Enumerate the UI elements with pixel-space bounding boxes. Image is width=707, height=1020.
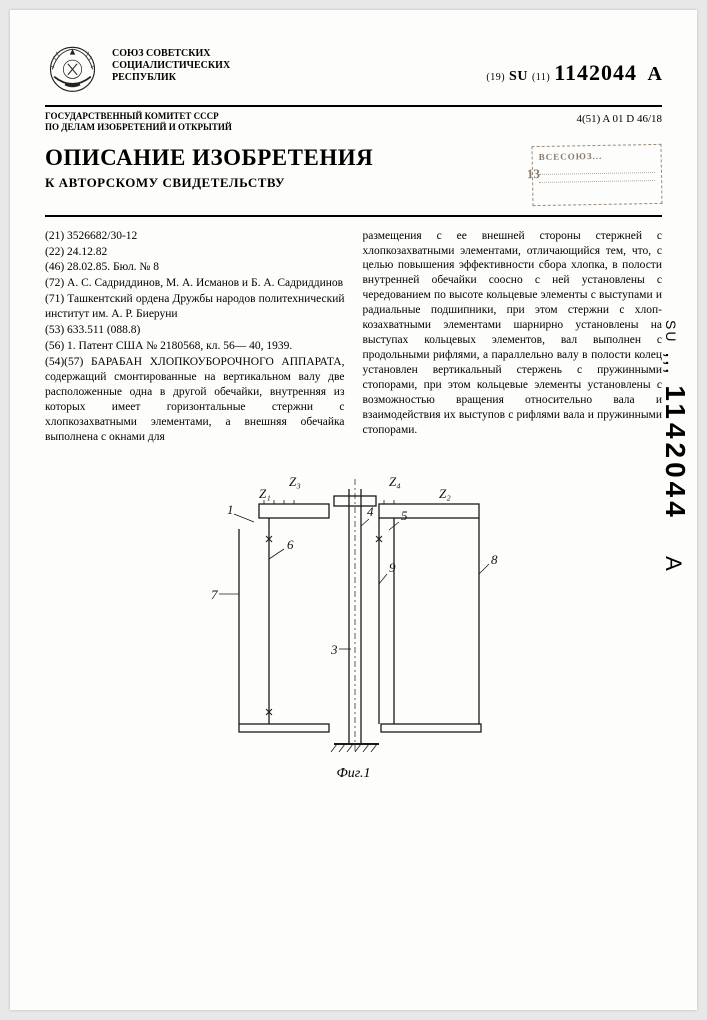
side-dots: ‚‚‚ [661,353,686,386]
pub-mid: (11) [532,72,550,83]
body-columns: (21) 3526682/30-12 (22) 24.12.82 (46) 28… [45,229,662,446]
label-4: 4 [367,504,374,519]
field-21: (21) 3526682/30-12 [45,229,345,244]
pub-cc: SU [509,69,528,84]
stamp-text: ВСЕСОЮЗ... [539,149,655,164]
doc-title: ОПИСАНИЕ ИЗОБРЕТЕНИЯ [45,145,517,171]
field-56: (56) 1. Патент США № 2180568, кл. 56— 40… [45,339,345,354]
label-8: 8 [491,552,498,567]
divider [45,215,662,217]
ipc-code: 4(51) A 01 D 46/18 [576,113,662,125]
side-pub-number: SU ‚‚‚ 1142044 A [659,320,691,574]
label-1: 1 [227,502,234,517]
side-num: 1142044 [660,385,691,520]
label-6: 6 [287,537,294,552]
left-column: (21) 3526682/30-12 (22) 24.12.82 (46) 28… [45,229,345,446]
header-row: СОЮЗ СОВЕТСКИХ СОЦИАЛИСТИЧЕСКИХ РЕСПУБЛИ… [45,40,662,95]
divider [45,105,662,107]
title-block: ОПИСАНИЕ ИЗОБРЕТЕНИЯ К АВТОРСКОМУ СВИДЕТ… [45,145,662,205]
committee-l1: ГОСУДАРСТВЕННЫЙ КОМИТЕТ СССР [45,111,265,122]
patent-page: СОЮЗ СОВЕТСКИХ СОЦИАЛИСТИЧЕСКИХ РЕСПУБЛИ… [10,10,697,1010]
side-kind: A [661,556,686,574]
label-9: 9 [389,560,396,575]
drawing-icon: Z₃ Z₁ Z₄ Z₂ 1 4 5 6 7 8 9 3 [139,464,569,764]
field-46: (46) 28.02.85. Бюл. № 8 [45,260,345,275]
field-72: (72) А. С. Садриддинов, М. А. Исманов и … [45,276,345,291]
sub-header: ГОСУДАРСТВЕННЫЙ КОМИТЕТ СССР ПО ДЕЛАМ ИЗ… [45,111,662,133]
union-name: СОЮЗ СОВЕТСКИХ СОЦИАЛИСТИЧЕСКИХ РЕСПУБЛИ… [112,48,242,84]
field-22: (22) 24.12.82 [45,245,345,260]
pub-kind: A [648,63,662,85]
stamp-num: 13 [527,165,540,183]
pub-prefix: (19) [486,72,505,83]
label-z4: Z₄ [389,474,401,489]
field-71: (71) Ташкентский ордена Дружбы народов п… [45,292,345,322]
committee-l2: ПО ДЕЛАМ ИЗОБРЕТЕНИЙ И ОТКРЫТИЙ [45,122,265,133]
field-53: (53) 633.511 (088.8) [45,323,345,338]
publication-number: (19) SU (11) 1142044 A [486,60,662,86]
label-7: 7 [211,587,218,602]
figure-1: Z₃ Z₁ Z₄ Z₂ 1 4 5 6 7 8 9 3 [139,464,569,764]
union-l2: СОЦИАЛИСТИЧЕСКИХ [112,60,242,72]
side-cc: SU [663,320,679,343]
ussr-emblem-icon [45,40,100,95]
label-5: 5 [401,508,408,523]
figure-caption: Фиг.1 [45,766,662,782]
pub-num: 1142044 [554,60,637,85]
union-l3: РЕСПУБЛИК [112,72,242,84]
label-z3: Z₃ [289,474,301,489]
label-3: 3 [330,642,338,657]
union-l1: СОЮЗ СОВЕТСКИХ [112,48,242,60]
label-z1: Z₁ [259,486,271,501]
abstract-text: размещения с ее внешней стороны стерж­не… [363,229,663,438]
label-z2: Z₂ [439,486,451,501]
library-stamp: ВСЕСОЮЗ... 13 [531,143,662,205]
committee: ГОСУДАРСТВЕННЫЙ КОМИТЕТ СССР ПО ДЕЛАМ ИЗ… [45,111,265,133]
right-column: размещения с ее внешней стороны стерж­не… [363,229,663,446]
side-sp [661,530,686,548]
doc-subtitle: К АВТОРСКОМУ СВИДЕТЕЛЬСТВУ [45,175,517,191]
field-54-57: (54)(57) БАРАБАН ХЛОПКОУБОРОЧНО­ГО АППАР… [45,355,345,445]
